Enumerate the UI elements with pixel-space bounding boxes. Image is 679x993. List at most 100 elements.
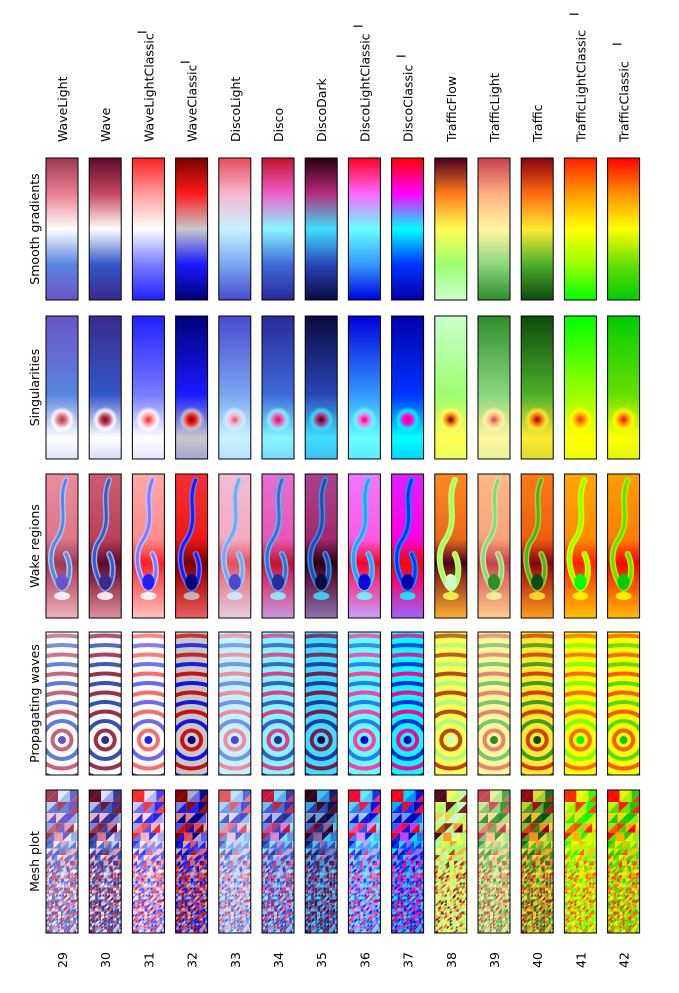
wake-streak-core (567, 478, 590, 591)
swatch-border (88, 631, 122, 776)
swatch-border (218, 473, 252, 619)
wave-rings (46, 633, 78, 775)
scheme-number-label: 34 (271, 952, 286, 968)
wave-source (490, 736, 498, 744)
mesh-triangles (391, 790, 424, 933)
scheme-flag-label: I (394, 54, 409, 58)
wake-streak-core (49, 478, 71, 591)
scheme-columns: WaveLight29Wave30WaveLightClassicI31Wave… (45, 12, 641, 968)
swatch-border (607, 789, 641, 934)
wave-source (101, 736, 110, 744)
wake-streak-core (611, 478, 633, 591)
wake-streak-core (524, 478, 547, 591)
swatch-border (45, 789, 79, 934)
wave-source (317, 736, 326, 744)
wake-body (185, 574, 198, 590)
mesh-triangles (434, 790, 467, 933)
swatch-border (218, 631, 252, 776)
singularity-point (92, 406, 119, 433)
wake-streak-core (351, 478, 374, 591)
singularity-point (524, 406, 551, 433)
swatch-border (175, 157, 209, 301)
scheme-column-38: TrafficFlow 38 (434, 76, 468, 968)
swatch-border (477, 631, 511, 776)
row-header-mesh-plot: Mesh plot (27, 831, 42, 892)
scheme-number-label: 30 (98, 952, 113, 968)
singularity-background (175, 316, 208, 459)
swatch-border (607, 631, 641, 776)
wake-body (228, 574, 241, 590)
scheme-column-37: DiscoClassic I 37 (391, 54, 425, 968)
wave-rings (607, 633, 640, 775)
singularity-background (218, 316, 251, 459)
swatch-border (477, 789, 511, 934)
wake-glow (615, 592, 632, 600)
wave-source (619, 736, 628, 744)
singularity-background (132, 316, 165, 459)
swatch-border (607, 473, 641, 619)
swatch-border (520, 473, 554, 619)
scheme-flag-label: I (610, 42, 625, 46)
wave-source (274, 736, 282, 744)
swatch-border (131, 631, 165, 776)
scheme-name-label: DiscoClassic (401, 65, 416, 142)
row-header-propagating-waves: Propagating waves (27, 644, 42, 763)
swatch-border (520, 789, 554, 934)
scheme-flag-label: I (350, 24, 365, 28)
wake-streak-core (222, 478, 244, 591)
swatch-border (520, 315, 554, 460)
swatch-border (88, 473, 122, 619)
wake-body (358, 574, 371, 590)
wave-rings (218, 633, 251, 775)
wake-glow (399, 592, 416, 600)
scheme-number-label: 29 (55, 952, 70, 968)
wake-body (531, 574, 544, 590)
swatch-border (131, 157, 165, 301)
smooth-gradient-swatch (46, 158, 78, 300)
smooth-gradient-swatch (607, 158, 640, 300)
scheme-name-label: Wave (98, 107, 113, 142)
mesh-triangles (305, 790, 338, 933)
wave-rings (391, 633, 424, 775)
scheme-number-label: 38 (444, 952, 459, 968)
swatch-border (304, 157, 338, 301)
singularity-point (567, 406, 594, 433)
scheme-flag-label: I (178, 60, 193, 64)
wake-body (488, 574, 500, 590)
scheme-name-label: TrafficLight (487, 73, 502, 143)
singularity-point (49, 406, 75, 433)
swatch-border (391, 473, 425, 619)
swatch-border (391, 157, 425, 301)
wake-glow (226, 592, 243, 600)
swatch-border (261, 473, 295, 619)
singularity-point (221, 406, 248, 433)
singularity-point (265, 406, 291, 433)
singularity-background (348, 316, 381, 459)
scheme-name-label: Disco (271, 108, 286, 142)
singularity-background (391, 316, 424, 459)
swatch-border (391, 631, 425, 776)
wake-streak-core (92, 478, 115, 591)
wave-rings (262, 633, 294, 775)
wave-source (576, 736, 585, 744)
swatch-border (131, 473, 165, 619)
wave-rings (175, 633, 208, 775)
swatch-border (261, 157, 295, 301)
wave-source (230, 736, 239, 744)
swatch-border (131, 315, 165, 460)
wake-glow (572, 592, 589, 600)
wave-source (360, 736, 369, 744)
swatch-border (175, 315, 209, 460)
swatch-border (218, 157, 252, 301)
swatch-border (434, 631, 468, 776)
wake-glow (486, 592, 502, 600)
singularity-point (308, 406, 335, 433)
smooth-gradient-swatch (521, 158, 554, 300)
mesh-triangles (607, 790, 640, 933)
wake-body (617, 574, 630, 590)
wake-streak-core (135, 478, 158, 591)
mesh-triangles (218, 790, 251, 933)
swatch-border (175, 789, 209, 934)
scheme-name-label: WaveLight (55, 76, 70, 142)
